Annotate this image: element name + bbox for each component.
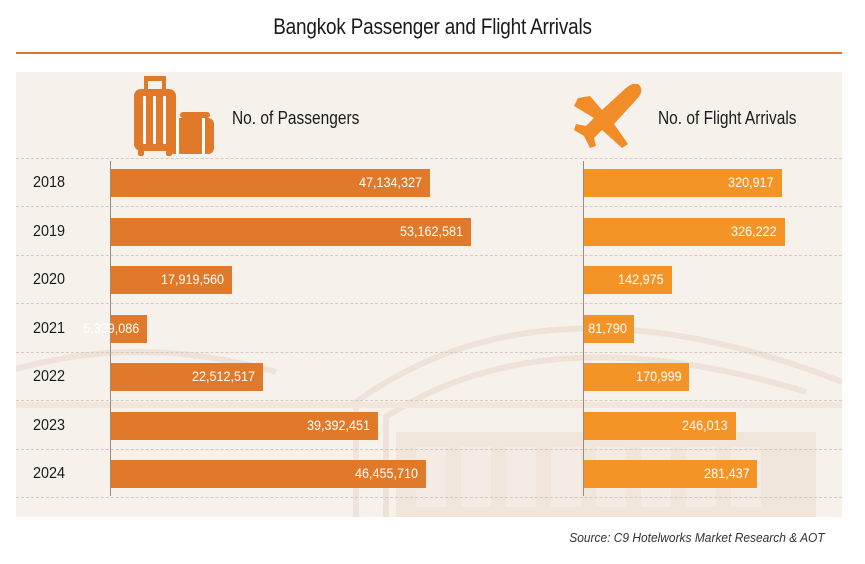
year-label: 2023	[32, 416, 66, 434]
passengers-bar: 39,392,451	[111, 411, 378, 440]
flights-bar: 326,222	[584, 217, 785, 246]
flights-bar: 170,999	[584, 363, 690, 391]
flights-axis	[583, 160, 584, 497]
passengers-axis	[110, 160, 111, 497]
luggage-icon	[134, 76, 214, 156]
passengers-value-label: 47,134,327	[359, 174, 423, 190]
flights-value-label: 81,790	[587, 319, 627, 336]
flights-bar: 142,975	[584, 266, 673, 294]
row-divider	[16, 157, 842, 159]
flights-series-title: No. of Flight Arrivals	[658, 108, 797, 128]
year-label: 2021	[32, 319, 66, 337]
row-divider	[16, 497, 842, 499]
flights-value-label: 281,437	[703, 465, 750, 481]
passengers-bar: 17,919,560	[111, 266, 233, 294]
flights-value-label: 142,975	[618, 271, 665, 287]
flights-value-label: 320,917	[728, 174, 774, 190]
passengers-bar: 47,134,327	[111, 169, 431, 197]
flights-bar: 320,917	[584, 169, 782, 197]
passengers-value-label: 22,512,517	[192, 368, 256, 384]
row-divider	[16, 400, 842, 402]
passengers-value-label: 53,162,581	[399, 222, 463, 239]
passengers-bar: 53,162,581	[111, 217, 471, 246]
airplane-icon	[574, 84, 642, 148]
row-divider	[16, 254, 842, 256]
row-divider	[16, 303, 842, 305]
row-divider	[16, 206, 842, 208]
passengers-value-label: 5,339,086	[83, 319, 140, 336]
passengers-bar: 22,512,517	[111, 363, 264, 391]
flights-value-label: 326,222	[731, 222, 777, 239]
year-label: 2022	[32, 368, 66, 385]
row-divider	[16, 351, 842, 353]
row-divider	[16, 448, 842, 450]
year-label: 2020	[32, 271, 66, 288]
flights-bar: 246,013	[584, 411, 736, 440]
passengers-value-label: 39,392,451	[306, 416, 370, 433]
flights-value-label: 246,013	[682, 416, 728, 433]
flights-value-label: 170,999	[635, 368, 682, 384]
title-divider	[16, 52, 842, 54]
flights-bar: 81,790	[584, 314, 635, 343]
passengers-bar: 46,455,710	[111, 460, 426, 488]
passengers-bar: 5,339,086	[83, 314, 148, 343]
year-label: 2018	[32, 174, 66, 191]
passengers-series-title: No. of Passengers	[232, 108, 360, 128]
chart-title: Bangkok Passenger and Flight Arrivals	[273, 14, 592, 39]
source-note: Source: C9 Hotelworks Market Research & …	[569, 530, 825, 545]
year-label: 2024	[32, 465, 66, 482]
passengers-value-label: 17,919,560	[161, 271, 225, 287]
year-label: 2019	[32, 222, 66, 240]
flights-bar: 281,437	[584, 460, 758, 488]
passengers-value-label: 46,455,710	[354, 465, 418, 481]
